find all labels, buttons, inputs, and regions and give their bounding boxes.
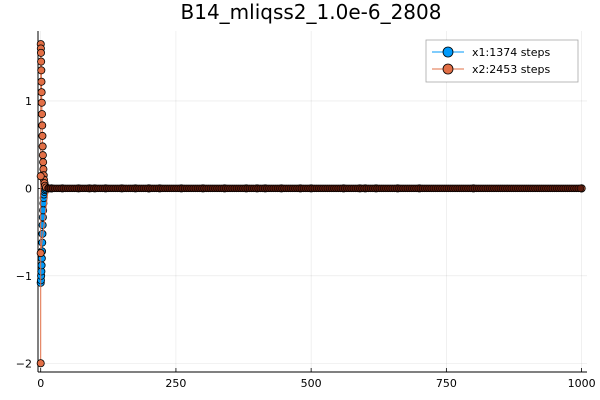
x-tick-label: 0 — [37, 377, 44, 390]
legend: x1:1374 steps x2:2453 steps — [425, 39, 579, 83]
x-tick-label: 750 — [436, 377, 457, 390]
grid — [38, 31, 587, 372]
data-point — [38, 110, 47, 119]
x-tick-label: 1000 — [568, 377, 596, 390]
data-point — [39, 158, 48, 167]
data-point — [36, 249, 45, 258]
data-point — [36, 359, 45, 368]
series-layer — [36, 40, 586, 368]
legend-entry-1: x1:1374 steps — [472, 46, 550, 59]
data-point — [37, 77, 46, 86]
data-point — [37, 57, 46, 66]
zero-trace — [44, 184, 585, 193]
legend-box — [425, 39, 579, 83]
data-point — [37, 88, 46, 97]
y-tick-label: 1 — [25, 95, 32, 108]
tick-labels: 0 250 500 750 1000 −2 −1 0 1 — [16, 95, 596, 390]
data-point — [38, 121, 47, 130]
data-point — [38, 142, 47, 151]
data-point — [38, 151, 47, 160]
y-tick-label: −2 — [16, 357, 32, 370]
data-point — [37, 98, 46, 107]
data-point — [38, 221, 47, 230]
y-tick-label: 0 — [25, 182, 32, 195]
chart-title: B14_mliqss2_1.0e-6_2808 — [181, 0, 442, 24]
data-point — [36, 48, 45, 57]
legend-entry-2: x2:2453 steps — [472, 63, 550, 76]
x-tick-label: 250 — [165, 377, 186, 390]
data-point — [37, 261, 46, 270]
data-point — [36, 172, 45, 181]
data-point — [576, 184, 585, 193]
data-point — [37, 66, 46, 75]
legend-marker — [442, 63, 454, 75]
data-point — [38, 131, 47, 140]
axes — [37, 31, 587, 373]
legend-marker — [442, 46, 454, 58]
x-tick-label: 500 — [301, 377, 322, 390]
y-tick-label: −1 — [16, 270, 32, 283]
